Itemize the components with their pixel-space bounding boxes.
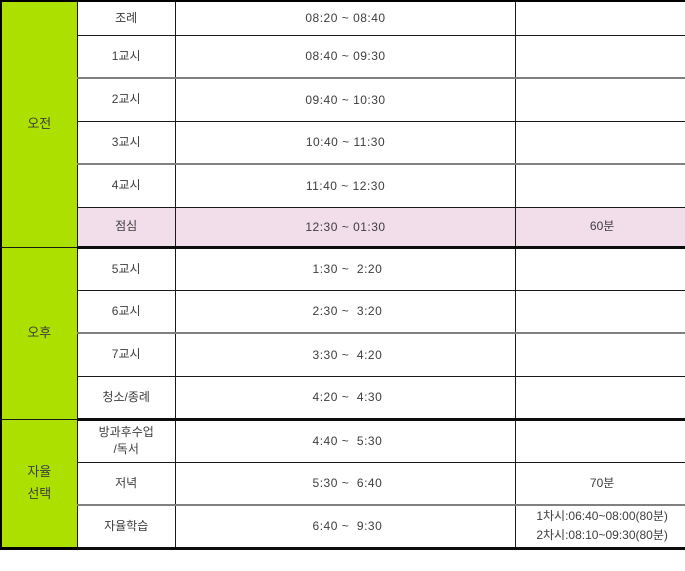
- time-cell: 12:30 ~ 01:30: [174, 207, 516, 249]
- note-cell: [515, 121, 685, 165]
- period-cell: 3교시: [76, 121, 176, 165]
- section-cell-self-select: 자율 선택: [1, 419, 78, 549]
- note-cell: [515, 419, 685, 463]
- period-cell: 1교시: [76, 35, 176, 79]
- table-row: 자율학습 6:40 ~ 9:30 1차시:06:40~08:00(80분) 2차…: [1, 505, 685, 550]
- period-cell: 4교시: [76, 164, 176, 208]
- time-cell: 09:40 ~ 10:30: [174, 78, 516, 122]
- table-row: 6교시 2:30 ~ 3:20: [1, 290, 685, 334]
- note-cell: 70분: [515, 462, 685, 506]
- period-cell: 조례: [76, 1, 176, 36]
- period-cell: 방과후수업 /독서: [76, 419, 176, 463]
- period-cell: 2교시: [76, 78, 176, 122]
- note-cell: [515, 78, 685, 122]
- note-cell: 1차시:06:40~08:00(80분) 2차시:08:10~09:30(80분…: [515, 505, 685, 550]
- period-cell: 점심: [76, 207, 176, 249]
- time-cell: 08:20 ~ 08:40: [174, 1, 516, 36]
- table-row: 오전 조례 08:20 ~ 08:40: [1, 1, 685, 248]
- table-row: 4교시 11:40 ~ 12:30: [1, 164, 685, 208]
- period-cell: 7교시: [76, 333, 176, 377]
- table-row: 자율 선택 방과후수업 /독서 4:40 ~ 5:30: [1, 419, 685, 549]
- section-cell-morning: 오전: [1, 1, 78, 248]
- period-cell: 저녁: [76, 462, 176, 506]
- section-cell-afternoon: 오후: [1, 247, 78, 420]
- table-row: 오후 5교시 1:30 ~ 2:20: [1, 247, 685, 420]
- time-cell: 10:40 ~ 11:30: [174, 121, 516, 165]
- table-row: 저녁 5:30 ~ 6:40 70분: [1, 462, 685, 506]
- note-cell: [515, 247, 685, 291]
- period-cell: 청소/종례: [76, 376, 176, 421]
- table-row: 청소/종례 4:20 ~ 4:30: [1, 376, 685, 421]
- note-cell: [515, 35, 685, 79]
- period-cell: 5교시: [76, 247, 176, 291]
- table-row: 3교시 10:40 ~ 11:30: [1, 121, 685, 165]
- time-cell: 2:30 ~ 3:20: [174, 290, 516, 334]
- note-cell: [515, 1, 685, 36]
- time-cell: 11:40 ~ 12:30: [174, 164, 516, 208]
- table-row-lunch: 점심 12:30 ~ 01:30 60분: [1, 207, 685, 249]
- time-cell: 4:40 ~ 5:30: [174, 419, 516, 463]
- table-row: 7교시 3:30 ~ 4:20: [1, 333, 685, 377]
- time-cell: 4:20 ~ 4:30: [174, 376, 516, 421]
- table-row: 2교시 09:40 ~ 10:30: [1, 78, 685, 122]
- time-cell: 1:30 ~ 2:20: [174, 247, 516, 291]
- timetable-table: 오전 조례 08:20 ~ 08:40 1교시 08:40 ~ 09:30 2교…: [0, 0, 685, 550]
- period-cell: 자율학습: [76, 505, 176, 550]
- time-cell: 5:30 ~ 6:40: [174, 462, 516, 506]
- note-cell: [515, 290, 685, 334]
- note-cell: [515, 333, 685, 377]
- period-cell: 6교시: [76, 290, 176, 334]
- note-cell: [515, 376, 685, 421]
- table-row: 1교시 08:40 ~ 09:30: [1, 35, 685, 79]
- note-cell: [515, 164, 685, 208]
- note-cell: 60분: [515, 207, 685, 249]
- time-cell: 6:40 ~ 9:30: [174, 505, 516, 550]
- time-cell: 08:40 ~ 09:30: [174, 35, 516, 79]
- time-cell: 3:30 ~ 4:20: [174, 333, 516, 377]
